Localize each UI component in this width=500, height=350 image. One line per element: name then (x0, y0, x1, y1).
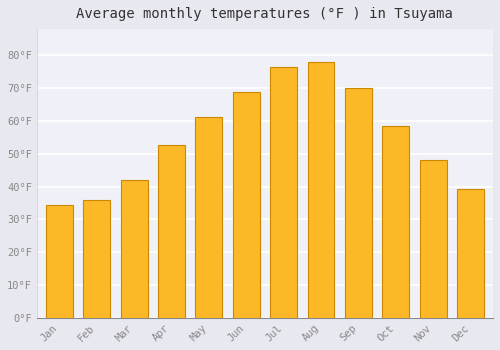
Bar (233, 92, 260, 318)
Bar (196, 117, 222, 318)
Bar (345, 88, 372, 318)
Bar (382, 126, 409, 318)
Bar (46, 205, 72, 318)
Bar (308, 62, 334, 318)
Bar (120, 180, 148, 318)
Bar (270, 67, 297, 318)
Bar (83, 200, 110, 318)
Bar (457, 189, 484, 318)
Bar (158, 145, 185, 318)
Title: Average monthly temperatures (°F ) in Tsuyama: Average monthly temperatures (°F ) in Ts… (76, 7, 454, 21)
Bar (420, 160, 446, 318)
